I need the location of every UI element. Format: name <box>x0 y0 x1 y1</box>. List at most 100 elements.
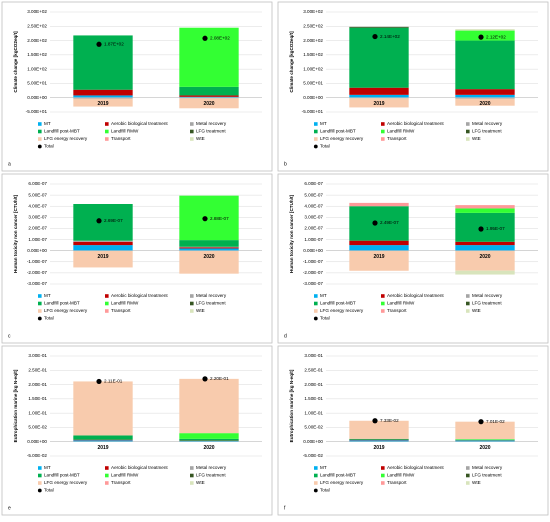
y-tick-label: 1.50E+02 <box>303 52 323 57</box>
legend-swatch <box>314 489 318 493</box>
legend-swatch <box>105 474 109 478</box>
legend-swatch <box>314 294 318 298</box>
total-marker <box>372 418 377 423</box>
legend-label: Metal recovery <box>196 465 227 470</box>
x-tick-label: 2020 <box>203 101 214 107</box>
legend-swatch <box>314 474 318 478</box>
y-tick-label: 1.00E-01 <box>304 410 323 415</box>
total-marker <box>96 42 101 47</box>
legend-label: LFG energy recovery <box>44 308 88 313</box>
legend-swatch <box>381 309 385 313</box>
bar-segment <box>179 248 238 250</box>
bar-segment <box>179 87 238 96</box>
y-tick-label: 5.00E+01 <box>303 81 323 86</box>
y-tick-label: 4.00E-07 <box>28 203 47 208</box>
legend-swatch <box>466 122 470 126</box>
total-marker <box>478 226 483 231</box>
total-label: 1.87E+02 <box>104 42 124 47</box>
legend-label: LFG treatment <box>472 129 502 134</box>
legend-swatch <box>38 302 42 306</box>
total-marker <box>372 34 377 39</box>
legend-swatch <box>38 294 42 298</box>
x-tick-label: 2019 <box>373 101 384 107</box>
total-marker <box>202 216 207 221</box>
bar-segment <box>455 41 514 90</box>
legend-label: Landfill RMW <box>387 473 415 478</box>
bar-segment <box>179 240 238 247</box>
bar-segment <box>73 242 132 245</box>
legend-label: LFG energy recovery <box>320 136 364 141</box>
x-tick-label: 2019 <box>373 254 384 260</box>
legend-swatch <box>314 137 318 141</box>
panel-letter: b <box>284 161 287 167</box>
bar-segment <box>73 381 132 435</box>
legend-label: MT <box>44 121 51 126</box>
legend-swatch <box>314 317 318 321</box>
legend-label: Total <box>44 144 54 149</box>
legend-label: LFG energy recovery <box>44 480 88 485</box>
legend-label: WtE <box>196 136 205 141</box>
total-label: 2.20E-01 <box>210 376 229 381</box>
y-tick-label: 1.00E-07 <box>28 237 47 242</box>
x-tick-label: 2019 <box>97 445 108 451</box>
panel-letter: e <box>8 505 11 511</box>
bar-segment <box>179 247 238 248</box>
legend-swatch <box>38 474 42 478</box>
y-tick-label: 2.50E-01 <box>304 368 323 373</box>
legend-label: Landfill post-MBT <box>320 473 356 478</box>
y-tick-label: 3.00E-07 <box>28 215 47 220</box>
y-tick-label: 5.00E-07 <box>28 192 47 197</box>
legend-label: Transport <box>387 136 407 141</box>
legend-label: WtE <box>472 480 481 485</box>
y-tick-label: 2.00E-07 <box>28 226 47 231</box>
bar-segment <box>455 205 514 208</box>
legend-label: WtE <box>472 308 481 313</box>
bar-segment <box>179 433 238 439</box>
total-marker <box>202 36 207 41</box>
legend-label: LFG treatment <box>472 473 502 478</box>
y-tick-label: 1.00E+02 <box>27 66 47 71</box>
legend-label: MT <box>320 465 327 470</box>
legend-swatch <box>105 309 109 313</box>
y-tick-label: 1.00E-07 <box>304 237 323 242</box>
total-label: 2.08E+02 <box>210 36 230 41</box>
legend-label: Transport <box>111 480 131 485</box>
legend-label: Landfill post-MBT <box>44 129 80 134</box>
legend-label: LFG treatment <box>196 129 226 134</box>
total-label: 2.88E-07 <box>210 216 229 221</box>
legend-swatch <box>190 309 194 313</box>
legend-swatch <box>466 302 470 306</box>
x-tick-label: 2020 <box>479 254 490 260</box>
legend-label: Total <box>320 144 330 149</box>
bar-segment <box>455 208 514 212</box>
legend-swatch <box>190 294 194 298</box>
bar-segment <box>455 242 514 245</box>
y-tick-label: 2.50E+02 <box>303 24 323 29</box>
bar-segment <box>349 88 408 95</box>
y-tick-label: 2.00E+02 <box>303 38 323 43</box>
y-tick-label: 0.00E+00 <box>27 248 47 253</box>
bar-segment <box>349 440 408 441</box>
legend-swatch <box>381 481 385 485</box>
bar-segment <box>349 439 408 440</box>
y-tick-label: 0.00E+00 <box>303 95 323 100</box>
legend-label: Aerobic biological treatment <box>111 465 168 470</box>
y-axis-label: Climate change [kgCO2eq/t] <box>289 31 294 93</box>
legend-label: LFG treatment <box>196 473 226 478</box>
total-label: 2.49E-07 <box>380 220 399 225</box>
legend-label: MT <box>44 465 51 470</box>
legend-label: Landfill post-MBT <box>44 473 80 478</box>
y-tick-label: 3.00E-01 <box>28 353 47 358</box>
bar-segment <box>349 27 408 28</box>
y-tick-label: 4.00E-07 <box>304 203 323 208</box>
legend-label: WtE <box>196 308 205 313</box>
bar-segment <box>349 241 408 245</box>
legend-label: MT <box>320 121 327 126</box>
legend-label: Aerobic biological treatment <box>111 293 168 298</box>
legend-swatch <box>105 481 109 485</box>
total-marker <box>202 376 207 381</box>
legend-label: LFG energy recovery <box>320 308 364 313</box>
y-tick-label: 5.00E-02 <box>304 425 323 430</box>
legend-swatch <box>314 481 318 485</box>
bar-segment <box>179 95 238 96</box>
